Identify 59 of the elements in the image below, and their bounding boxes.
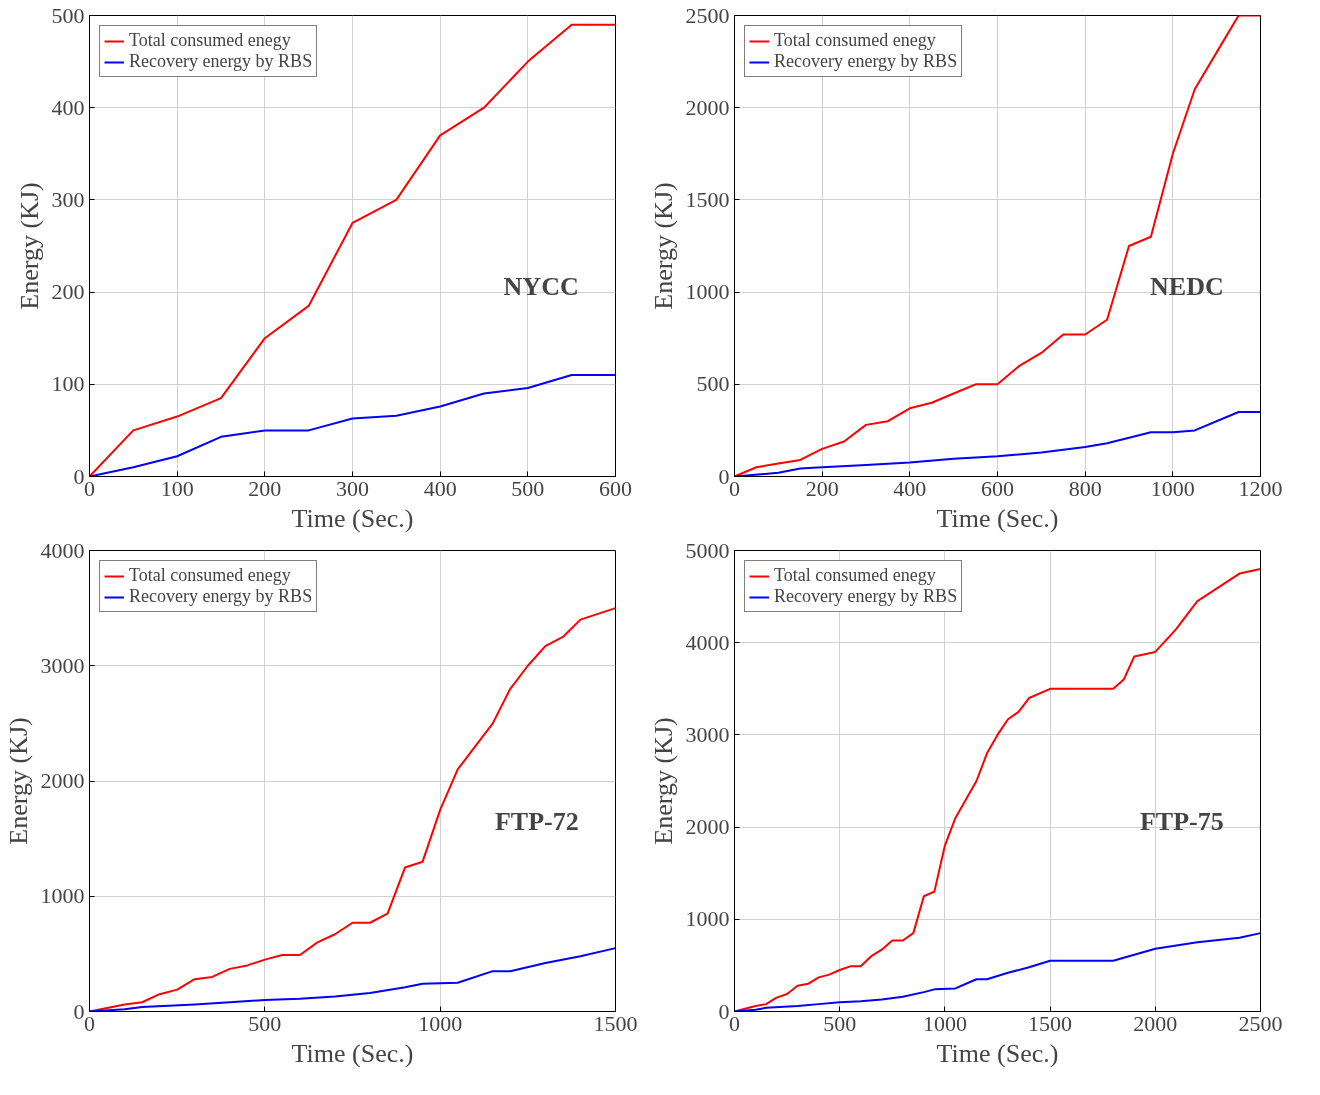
legend-label: Recovery energy by RBS bbox=[774, 586, 958, 607]
y-tick-label: 2000 bbox=[40, 768, 85, 793]
y-axis-title: Energy (KJ) bbox=[648, 182, 678, 310]
legend-label: Recovery energy by RBS bbox=[129, 51, 313, 72]
x-tick-label: 1000 bbox=[922, 1010, 967, 1036]
y-tick-label: 2000 bbox=[685, 94, 730, 120]
x-tick-label: 800 bbox=[1068, 475, 1102, 501]
legend-label: Total consumed enegy bbox=[129, 565, 291, 586]
legend-label: Recovery energy by RBS bbox=[774, 51, 958, 72]
y-tick-label: 2500 bbox=[685, 2, 730, 28]
y-tick-label: 4000 bbox=[685, 629, 730, 655]
y-tick-label: 4000 bbox=[40, 537, 85, 563]
y-tick-label: 1000 bbox=[685, 906, 730, 932]
x-tick-label: 600 bbox=[599, 475, 632, 501]
annotation: NEDC bbox=[1150, 272, 1224, 302]
y-tick-label: 2000 bbox=[685, 814, 730, 840]
y-axis-title: Energy (KJ) bbox=[648, 717, 678, 845]
x-tick-label: 400 bbox=[893, 475, 927, 501]
y-tick-label: 1500 bbox=[685, 186, 730, 212]
x-tick-label: 2500 bbox=[1238, 1010, 1283, 1036]
annotation: FTP-72 bbox=[494, 807, 579, 837]
annotation: NYCC bbox=[503, 272, 579, 302]
y-tick-label: 400 bbox=[51, 94, 85, 120]
x-axis-title: Time (Sec.) bbox=[291, 1038, 414, 1068]
x-tick-label: 500 bbox=[511, 475, 545, 501]
x-tick-label: 1000 bbox=[418, 1010, 463, 1036]
x-axis-title: Time (Sec.) bbox=[936, 503, 1059, 533]
x-axis-title: Time (Sec.) bbox=[936, 1038, 1059, 1068]
x-tick-label: 1200 bbox=[1238, 475, 1283, 501]
y-tick-label: 3000 bbox=[685, 721, 730, 747]
y-tick-label: 200 bbox=[51, 279, 85, 305]
x-tick-label: 500 bbox=[248, 1010, 282, 1036]
x-tick-label: 1000 bbox=[1150, 475, 1195, 501]
y-tick-label: 500 bbox=[696, 371, 730, 397]
y-tick-label: 1000 bbox=[40, 883, 85, 909]
legend-label: Recovery energy by RBS bbox=[129, 586, 313, 607]
y-tick-label: 1000 bbox=[685, 279, 730, 305]
y-axis-title: Energy (KJ) bbox=[3, 717, 33, 845]
legend-label: Total consumed enegy bbox=[774, 30, 936, 51]
x-axis-title: Time (Sec.) bbox=[291, 503, 414, 533]
y-tick-label: 5000 bbox=[685, 537, 730, 563]
x-tick-label: 600 bbox=[981, 475, 1014, 501]
y-tick-label: 300 bbox=[51, 186, 85, 212]
x-tick-label: 400 bbox=[423, 475, 457, 501]
x-tick-label: 500 bbox=[823, 1010, 857, 1036]
y-axis-title: Energy (KJ) bbox=[14, 182, 44, 310]
x-tick-label: 1500 bbox=[593, 1010, 638, 1036]
legend-label: Total consumed enegy bbox=[129, 30, 291, 51]
x-tick-label: 1500 bbox=[1028, 1010, 1073, 1036]
y-tick-label: 3000 bbox=[40, 652, 85, 678]
x-tick-label: 2000 bbox=[1133, 1010, 1178, 1036]
x-tick-label: 200 bbox=[248, 475, 282, 501]
x-tick-label: 100 bbox=[160, 475, 194, 501]
y-tick-label: 500 bbox=[51, 2, 85, 28]
x-tick-label: 200 bbox=[805, 475, 839, 501]
legend-label: Total consumed enegy bbox=[774, 565, 936, 586]
x-tick-label: 300 bbox=[336, 475, 369, 501]
annotation: FTP-75 bbox=[1139, 807, 1224, 837]
y-tick-label: 100 bbox=[51, 371, 85, 397]
